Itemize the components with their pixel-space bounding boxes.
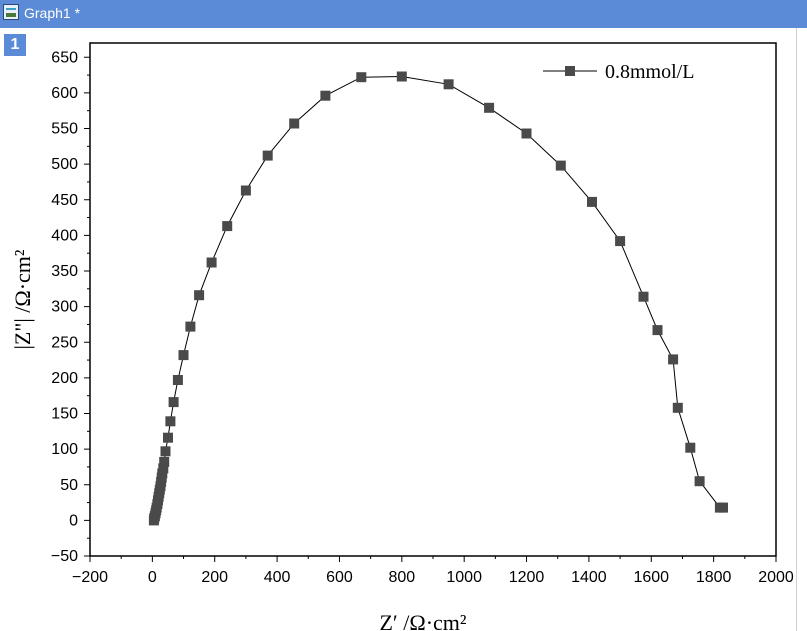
y-tick-label: 50 xyxy=(60,477,78,494)
data-point xyxy=(672,402,683,413)
legend-label: 0.8mmol/L xyxy=(605,61,694,83)
y-tick-label: 100 xyxy=(51,441,78,458)
y-tick-label: 650 xyxy=(51,49,78,66)
data-point xyxy=(178,350,189,361)
data-point xyxy=(694,476,705,487)
y-tick-label: 0 xyxy=(69,512,78,529)
window-frame-edge xyxy=(796,28,797,631)
x-tick-label: 2000 xyxy=(758,569,794,586)
legend: 0.8mmol/L xyxy=(543,61,694,83)
data-point xyxy=(718,502,728,513)
layer-1-tab[interactable]: 1 xyxy=(4,34,26,56)
x-tick-label: −200 xyxy=(72,569,108,586)
y-tick-label: 250 xyxy=(51,334,78,351)
y-tick-label: 500 xyxy=(51,156,78,173)
x-tick-label: 1800 xyxy=(696,569,732,586)
y-tick-label: 600 xyxy=(51,85,78,102)
data-point xyxy=(320,90,331,101)
y-tick-label: 550 xyxy=(51,121,78,138)
data-point xyxy=(356,72,367,83)
data-point xyxy=(484,102,495,113)
y-tick-label: 400 xyxy=(51,227,78,244)
data-point xyxy=(587,196,597,207)
data-point xyxy=(240,185,251,196)
x-tick-label: 600 xyxy=(326,569,353,586)
data-point xyxy=(172,375,183,385)
data-point xyxy=(396,71,407,82)
data-point xyxy=(638,291,649,302)
x-tick-label: 1000 xyxy=(446,569,482,586)
data-point xyxy=(168,397,179,408)
window-title-bar[interactable]: Graph1 * xyxy=(0,0,807,28)
series-line xyxy=(153,75,723,521)
data-point xyxy=(615,236,626,247)
x-tick-label: 0 xyxy=(148,569,157,586)
data-point xyxy=(652,325,663,336)
data-point xyxy=(165,416,176,427)
y-axis-title: |Z"| /Ω·cm² xyxy=(10,249,35,349)
data-point xyxy=(160,446,171,457)
x-axis-title: Z′ /Ω·cm² xyxy=(379,610,466,631)
y-tick-label: 150 xyxy=(51,406,78,423)
data-point xyxy=(222,221,233,232)
data-point xyxy=(685,442,696,453)
plot-frame xyxy=(89,42,777,557)
x-tick-label: 400 xyxy=(264,569,291,586)
data-point xyxy=(443,79,454,90)
y-tick-label: 200 xyxy=(51,370,78,387)
data-point xyxy=(206,257,217,268)
window-title: Graph1 * xyxy=(24,5,81,21)
data-point xyxy=(668,354,679,365)
data-point xyxy=(289,118,300,129)
data-point xyxy=(194,290,205,301)
x-tick-label: 800 xyxy=(388,569,415,586)
x-tick-label: 1600 xyxy=(633,569,669,586)
data-point xyxy=(521,128,532,139)
y-tick-label: −50 xyxy=(51,548,78,565)
x-tick-label: 1200 xyxy=(509,569,545,586)
data-point xyxy=(185,321,196,332)
y-tick-label: 450 xyxy=(51,192,78,209)
series-layer xyxy=(148,71,728,526)
data-point xyxy=(163,432,173,443)
data-point xyxy=(555,160,566,171)
data-point xyxy=(262,150,273,161)
x-tick-label: 1400 xyxy=(571,569,607,586)
data-point xyxy=(159,456,170,467)
ticks-layer: −200 0 200 400 600 800 1000 1200 1400 1600 1800 200… xyxy=(51,49,794,586)
x-tick-label: 200 xyxy=(201,569,228,586)
legend-marker xyxy=(565,66,575,76)
graph-window-icon xyxy=(3,4,19,20)
data-point xyxy=(158,463,169,474)
y-tick-label: 300 xyxy=(51,299,78,316)
y-tick-label: 350 xyxy=(51,263,78,280)
